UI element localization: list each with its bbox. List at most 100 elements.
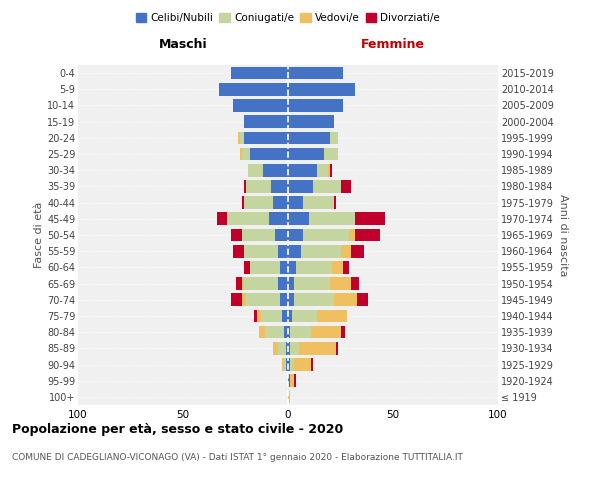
Bar: [288, 116, 334, 128]
Bar: [288, 212, 309, 225]
Bar: [288, 67, 343, 80]
Bar: [232, 67, 288, 80]
Bar: [282, 310, 288, 322]
Bar: [246, 180, 271, 192]
Bar: [341, 326, 344, 338]
Bar: [288, 83, 355, 96]
Bar: [244, 245, 277, 258]
Bar: [260, 310, 282, 322]
Bar: [286, 358, 288, 371]
Bar: [227, 212, 269, 225]
Bar: [288, 342, 290, 354]
Bar: [284, 326, 288, 338]
Bar: [317, 310, 347, 322]
Bar: [288, 132, 330, 144]
Bar: [277, 278, 288, 290]
Bar: [235, 278, 242, 290]
Bar: [301, 245, 341, 258]
Bar: [250, 148, 288, 160]
Bar: [295, 358, 311, 371]
Bar: [232, 294, 242, 306]
Bar: [244, 261, 250, 274]
Bar: [288, 358, 290, 371]
Bar: [232, 228, 242, 241]
Bar: [259, 326, 265, 338]
Bar: [330, 164, 332, 176]
Bar: [218, 83, 288, 96]
Bar: [288, 390, 290, 403]
Bar: [343, 261, 349, 274]
Bar: [242, 278, 244, 290]
Bar: [217, 212, 227, 225]
Bar: [349, 228, 355, 241]
Bar: [277, 245, 288, 258]
Bar: [355, 228, 380, 241]
Bar: [242, 294, 246, 306]
Bar: [290, 326, 311, 338]
Bar: [244, 278, 277, 290]
Bar: [330, 132, 338, 144]
Y-axis label: Anni di nascita: Anni di nascita: [557, 194, 568, 276]
Bar: [303, 196, 334, 209]
Bar: [292, 310, 317, 322]
Text: Femmine: Femmine: [361, 38, 425, 52]
Bar: [240, 132, 244, 144]
Text: COMUNE DI CADEGLIANO-VICONAGO (VA) - Dati ISTAT 1° gennaio 2020 - Elaborazione T: COMUNE DI CADEGLIANO-VICONAGO (VA) - Dat…: [12, 452, 463, 462]
Bar: [242, 196, 244, 209]
Text: Maschi: Maschi: [158, 38, 208, 52]
Bar: [275, 228, 288, 241]
Legend: Celibi/Nubili, Coniugati/e, Vedovi/e, Divorziati/e: Celibi/Nubili, Coniugati/e, Vedovi/e, Di…: [131, 9, 445, 28]
Bar: [328, 164, 330, 176]
Bar: [288, 180, 313, 192]
Bar: [288, 228, 303, 241]
Bar: [355, 212, 385, 225]
Bar: [250, 261, 280, 274]
Y-axis label: Fasce di età: Fasce di età: [34, 202, 44, 268]
Bar: [257, 310, 260, 322]
Bar: [337, 342, 338, 354]
Bar: [296, 261, 332, 274]
Bar: [288, 196, 303, 209]
Bar: [286, 342, 288, 354]
Bar: [280, 294, 288, 306]
Bar: [303, 228, 349, 241]
Bar: [240, 148, 242, 160]
Bar: [282, 358, 284, 371]
Bar: [274, 196, 288, 209]
Bar: [271, 180, 288, 192]
Bar: [284, 358, 286, 371]
Text: Popolazione per età, sesso e stato civile - 2020: Popolazione per età, sesso e stato civil…: [12, 422, 343, 436]
Bar: [288, 164, 317, 176]
Bar: [332, 261, 343, 274]
Bar: [244, 196, 274, 209]
Bar: [277, 342, 286, 354]
Bar: [351, 245, 364, 258]
Bar: [330, 278, 351, 290]
Bar: [288, 245, 301, 258]
Bar: [341, 245, 351, 258]
Bar: [341, 180, 351, 192]
Bar: [242, 228, 275, 241]
Bar: [244, 132, 288, 144]
Bar: [334, 294, 358, 306]
Bar: [288, 326, 290, 338]
Bar: [324, 148, 338, 160]
Bar: [280, 261, 288, 274]
Bar: [288, 278, 295, 290]
Bar: [290, 374, 295, 387]
Bar: [311, 358, 313, 371]
Bar: [288, 374, 290, 387]
Bar: [351, 278, 359, 290]
Bar: [244, 180, 246, 192]
Bar: [242, 148, 250, 160]
Bar: [295, 374, 296, 387]
Bar: [295, 294, 334, 306]
Bar: [317, 164, 328, 176]
Bar: [269, 212, 288, 225]
Bar: [290, 358, 295, 371]
Bar: [313, 180, 341, 192]
Bar: [288, 148, 324, 160]
Bar: [295, 278, 330, 290]
Bar: [254, 310, 257, 322]
Bar: [309, 212, 355, 225]
